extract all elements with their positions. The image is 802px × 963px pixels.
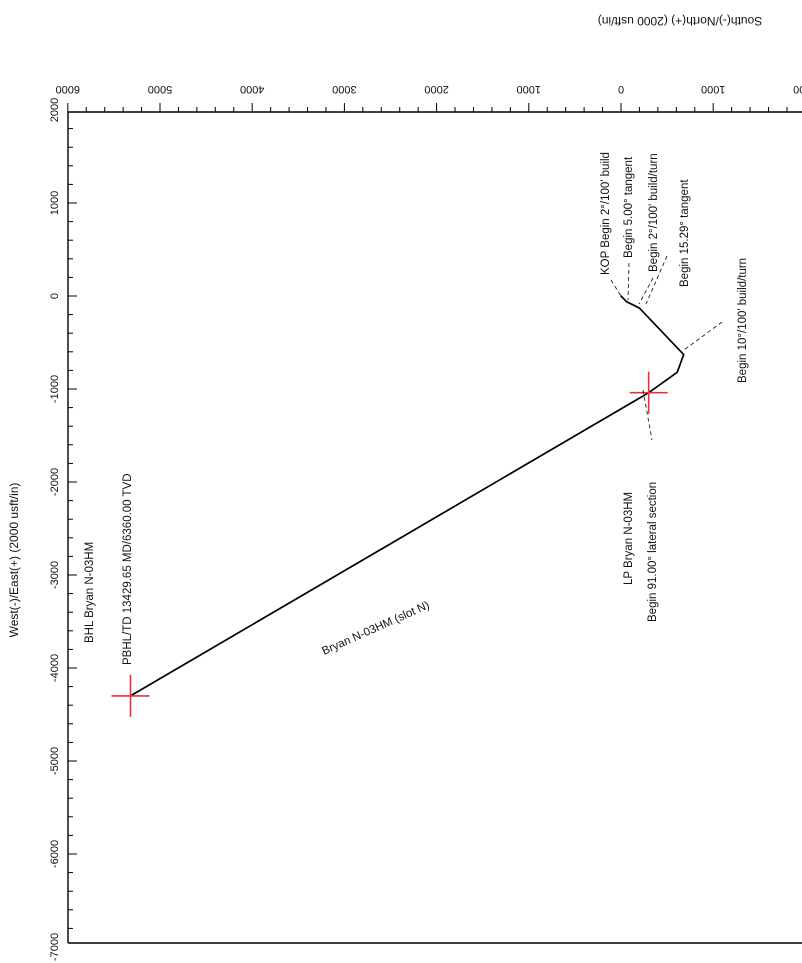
series-point: [620, 295, 622, 297]
x-tick-label: -1000: [49, 375, 61, 403]
y-tick-label: 1000: [517, 83, 541, 95]
y-tick-label: 6000: [56, 83, 80, 95]
x-tick-label: -3000: [49, 561, 61, 589]
y-axis-title: South(-)/North(+) (2000 usft/in): [598, 14, 762, 28]
series-point: [626, 301, 628, 303]
annotation-build-10: Begin 10°/100' build/turn: [737, 258, 749, 383]
y-tick-label: 5000: [148, 83, 172, 95]
x-tick-label: 1000: [49, 191, 61, 215]
annotation-lp-name: LP Bryan N-03HM: [623, 492, 635, 585]
annotation-lp-lateral: Begin 91.00° lateral section: [647, 482, 659, 622]
x-tick-label: -7000: [49, 933, 61, 961]
x-axis-title: West(-)/East(+) (2000 usft/in): [7, 483, 21, 638]
annotation-build-turn: Begin 2°/100' build/turn: [648, 153, 660, 272]
y-tick-label: 0: [618, 83, 624, 95]
series-point: [683, 354, 685, 356]
annotation-tangent1: Begin 5.00° tangent: [623, 156, 635, 258]
x-tick-label: 2000: [49, 98, 61, 122]
annotation-kop: KOP Begin 2°/100' build: [600, 152, 612, 275]
y-tick-label: 3000: [332, 83, 356, 95]
x-tick-label: 0: [49, 293, 61, 299]
series-point: [639, 307, 641, 309]
x-tick-label: -5000: [49, 747, 61, 775]
y-tick-label: 2000: [793, 83, 802, 95]
y-tick-label: 4000: [240, 83, 264, 95]
series-point: [676, 371, 678, 373]
x-tick-label: -6000: [49, 840, 61, 868]
y-tick-label: 2000: [424, 83, 448, 95]
annotation-tangent2: Begin 15.29° tangent: [679, 179, 691, 287]
x-tick-label: -2000: [49, 468, 61, 496]
annotation-bhl-name: BHL Bryan N-03HM: [84, 542, 96, 643]
y-tick-label: 1000: [701, 83, 725, 95]
annotation-pbhl: PBHL/TD 13429.65 MD/6360.00 TVD: [122, 473, 134, 665]
x-tick-label: -4000: [49, 654, 61, 682]
